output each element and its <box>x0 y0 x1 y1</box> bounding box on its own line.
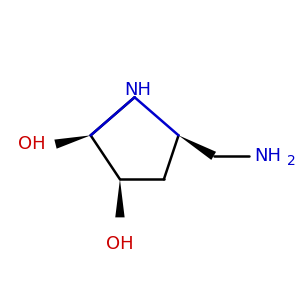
Text: OH: OH <box>106 235 134 253</box>
Text: OH: OH <box>18 135 46 153</box>
Text: NH: NH <box>124 81 151 99</box>
Polygon shape <box>115 179 124 218</box>
Polygon shape <box>54 135 91 149</box>
Text: 2: 2 <box>287 154 296 168</box>
Text: NH: NH <box>255 147 282 165</box>
Polygon shape <box>178 135 216 160</box>
